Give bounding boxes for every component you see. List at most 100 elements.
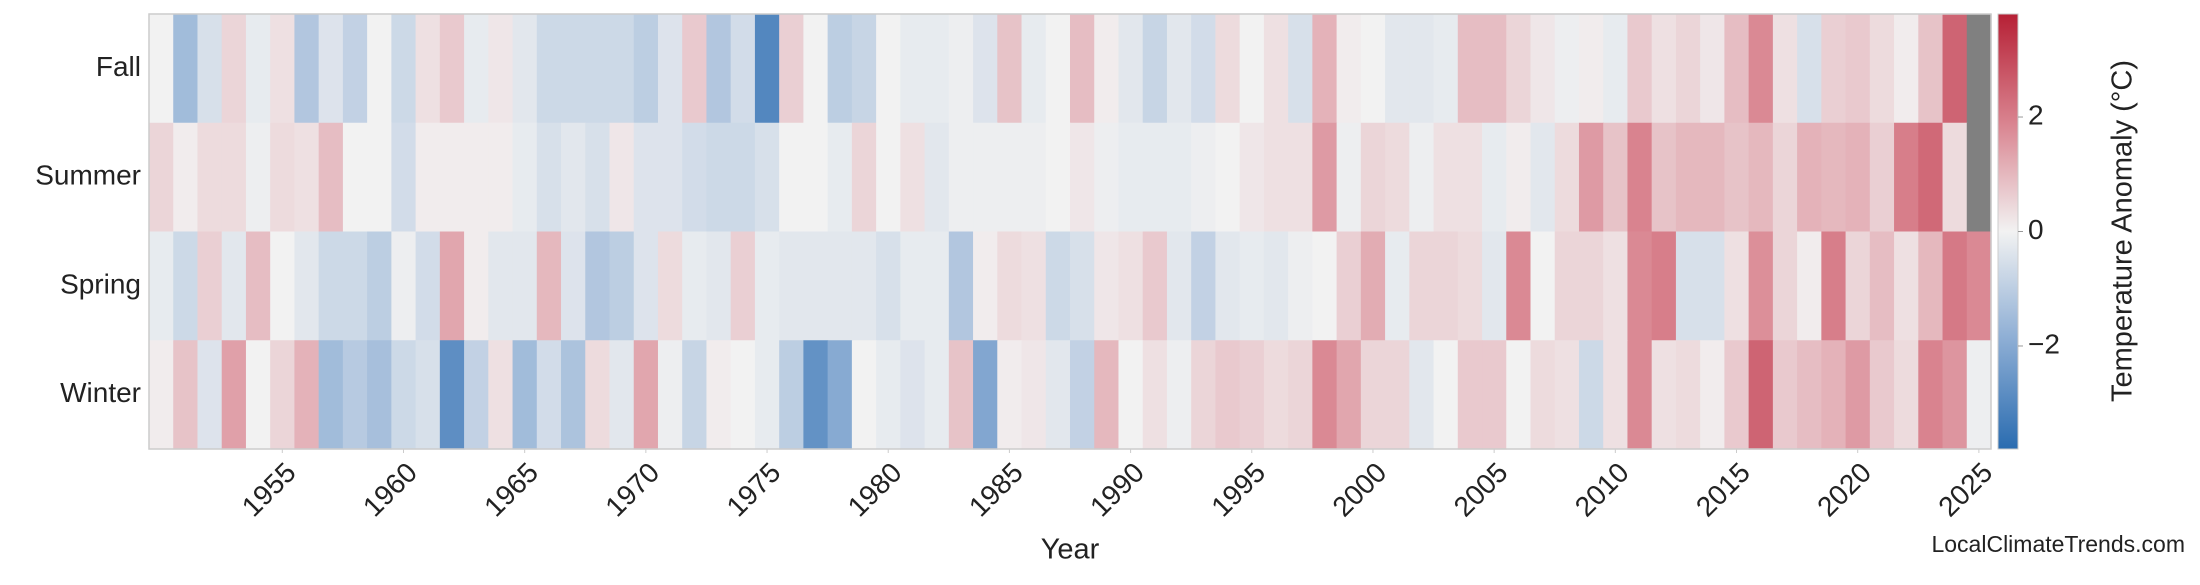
heatmap-cell: [1918, 122, 1944, 233]
heatmap-cell: [1191, 14, 1217, 124]
missing-cell: [1966, 122, 1992, 233]
heatmap-cell: [1966, 231, 1992, 341]
heatmap-cell: [1578, 340, 1604, 450]
missing-cell: [1966, 14, 1992, 124]
heatmap-cell: [1312, 340, 1338, 450]
heatmap-cell: [464, 231, 489, 341]
y-tick-label: Fall: [96, 51, 141, 82]
heatmap-cell: [1239, 231, 1265, 341]
heatmap-cell: [536, 14, 562, 124]
heatmap-cell: [1603, 14, 1629, 124]
heatmap-cell: [173, 340, 199, 450]
heatmap-cell: [342, 14, 368, 124]
y-tick-label: Winter: [60, 377, 141, 408]
heatmap-cell: [173, 231, 199, 341]
heatmap-cell: [730, 122, 756, 233]
heatmap-cell: [270, 122, 296, 233]
heatmap-cell: [294, 14, 320, 124]
x-tick-label: 1965: [478, 457, 544, 523]
x-tick-label: 1985: [963, 457, 1029, 523]
heatmap-cell: [1385, 231, 1410, 341]
heatmap-cell: [1288, 340, 1313, 450]
heatmap-cell: [439, 340, 465, 450]
heatmap-cell: [367, 231, 392, 341]
heatmap-cell: [1045, 231, 1071, 341]
heatmap-cell: [197, 14, 223, 124]
heatmap-cell: [1797, 14, 1822, 124]
heatmap-cell: [318, 231, 344, 341]
heatmap-cell: [1166, 122, 1192, 233]
heatmap-cell: [464, 122, 489, 233]
heatmap-cell: [197, 340, 223, 450]
heatmap-cell: [561, 340, 586, 450]
heatmap-cell: [1675, 231, 1701, 341]
heatmap-cell: [1360, 14, 1386, 124]
heatmap-cell: [512, 14, 538, 124]
x-tick-label: 1980: [842, 457, 908, 523]
heatmap-cell: [1942, 122, 1968, 233]
heatmap-cell: [706, 340, 732, 450]
heatmap-cell: [1433, 231, 1459, 341]
heatmap-cell: [779, 122, 804, 233]
heatmap-cell: [779, 14, 804, 124]
heatmap-cell: [1070, 122, 1095, 233]
x-tick-label: 1960: [357, 457, 423, 523]
heatmap-cell: [464, 340, 489, 450]
heatmap-cell: [1700, 340, 1725, 450]
heatmap-cell: [779, 231, 804, 341]
heatmap-cell: [1070, 14, 1095, 124]
heatmap-cell: [245, 340, 271, 450]
heatmap-cell: [561, 14, 586, 124]
heatmap-cell: [1288, 122, 1313, 233]
heatmap-cell: [1627, 231, 1653, 341]
heatmap-cell: [730, 231, 756, 341]
heatmap-cell: [973, 122, 998, 233]
heatmap-cell: [173, 122, 199, 233]
heatmap-cell: [706, 231, 732, 341]
heatmap-cell: [1627, 14, 1653, 124]
heatmap-cell: [149, 14, 174, 124]
heatmap-cell: [633, 14, 659, 124]
heatmap-cell: [197, 122, 223, 233]
heatmap-cell: [1482, 122, 1507, 233]
heatmap-cell: [633, 340, 659, 450]
heatmap-cell: [1336, 14, 1362, 124]
heatmap-cell: [1215, 122, 1241, 233]
heatmap-cell: [488, 14, 514, 124]
heatmap-cell: [1918, 14, 1944, 124]
heatmap-cell: [1239, 340, 1265, 450]
heatmap-cell: [1772, 14, 1798, 124]
heatmap-cell: [924, 231, 950, 341]
heatmap-cell: [367, 122, 392, 233]
heatmap-cell: [827, 340, 853, 450]
heatmap-cell: [221, 340, 247, 450]
heatmap-cell: [1142, 14, 1168, 124]
colorbar-tick-label: 0: [2028, 214, 2044, 245]
heatmap-cell: [1675, 340, 1701, 450]
colorbar-tick-label: −2: [2028, 328, 2060, 359]
heatmap-cell: [1845, 340, 1871, 450]
heatmap-cell: [1409, 231, 1435, 341]
heatmap-cell: [851, 14, 877, 124]
heatmap-cell: [1530, 340, 1556, 450]
heatmap-cell: [342, 231, 368, 341]
heatmap-cell: [730, 340, 756, 450]
heatmap-cell: [415, 340, 441, 450]
heatmap-cell: [1700, 231, 1725, 341]
heatmap-cell: [851, 340, 877, 450]
heatmap-cell: [900, 122, 926, 233]
heatmap-cell: [1021, 340, 1047, 450]
heatmap-cell: [1554, 340, 1580, 450]
heatmap-cell: [1797, 231, 1822, 341]
heatmap-cell: [1385, 14, 1410, 124]
heatmap-cell: [609, 231, 635, 341]
heatmap-cell: [1191, 340, 1217, 450]
heatmap-cell: [997, 14, 1023, 124]
heatmap-cell: [318, 14, 344, 124]
heatmap-cell: [1385, 122, 1410, 233]
heatmap-cell: [1942, 14, 1968, 124]
heatmap-cell: [706, 122, 732, 233]
heatmap-cell: [1651, 340, 1677, 450]
heatmap-cell: [415, 14, 441, 124]
